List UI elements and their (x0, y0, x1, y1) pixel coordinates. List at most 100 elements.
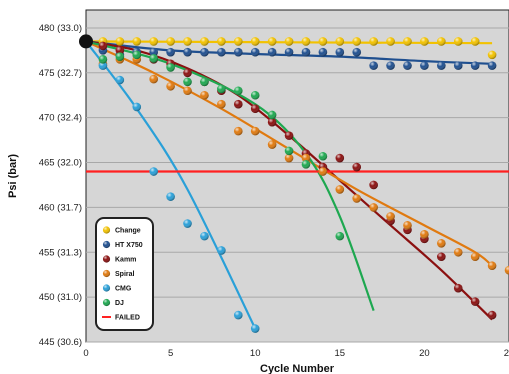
x-tick-label: 25 (504, 348, 509, 359)
data-point-change (233, 37, 243, 46)
data-point-dj (98, 55, 108, 64)
trend-line-dj (85, 40, 375, 311)
legend-label: Spiral (115, 271, 135, 278)
data-point-dj (267, 110, 277, 120)
data-point-kamm (98, 41, 108, 51)
data-point-change (318, 37, 328, 46)
legend-label: CMG (115, 286, 132, 293)
data-point-spiral (200, 90, 209, 100)
data-point-ht-x750 (487, 61, 497, 70)
data-point-dj (132, 50, 142, 60)
data-point-change (470, 37, 480, 46)
grid-lines (86, 27, 509, 343)
data-point-change (487, 50, 497, 60)
data-point-change (403, 37, 412, 46)
data-point-dj (183, 77, 192, 87)
data-point-kamm (115, 46, 125, 55)
data-point-dj (200, 77, 209, 87)
data-point-ht-x750 (200, 47, 209, 57)
data-point-dj (318, 151, 328, 161)
data-point-spiral (403, 221, 412, 230)
y-tick-label: 460 (31.7) (39, 202, 82, 213)
data-point-ht-x750 (453, 61, 463, 70)
legend-label: FAILED (115, 315, 140, 322)
data-point-spiral (183, 86, 192, 96)
data-point-change (149, 37, 158, 46)
data-point-spiral (284, 153, 294, 163)
data-point-dj (115, 52, 125, 61)
data-point-ht-x750 (386, 61, 395, 70)
data-point-ht-x750 (318, 47, 328, 57)
legend-item: Spiral (102, 269, 135, 278)
data-point-change (115, 37, 125, 46)
data-point-change (453, 37, 463, 46)
data-point-ht-x750 (420, 61, 429, 70)
data-point-ht-x750 (166, 47, 175, 57)
data-point-cmg (217, 246, 226, 255)
data-point-change (183, 37, 192, 46)
data-point-cmg (250, 324, 260, 333)
data-point-kamm (470, 297, 480, 306)
data-point-cmg (149, 167, 158, 176)
data-point-dj (217, 84, 226, 94)
data-point-cmg (183, 219, 192, 228)
legend-label: DJ (115, 300, 124, 307)
data-point-kamm (369, 180, 378, 190)
y-axis-label: Psi (bar) (7, 154, 19, 198)
x-tick-label: 0 (83, 348, 88, 359)
data-point-ht-x750 (369, 61, 378, 70)
trend-line-cmg (85, 40, 257, 330)
data-point-dj (166, 63, 175, 72)
legend-item: Change (102, 226, 141, 235)
data-point-spiral (250, 126, 260, 136)
data-point-dj (149, 54, 158, 63)
data-point-kamm (487, 310, 497, 320)
data-point-ht-x750 (437, 61, 446, 70)
data-point-spiral (301, 153, 311, 163)
x-tick-label: 5 (168, 348, 173, 359)
data-point-spiral (369, 203, 378, 212)
legend-item: FAILED (102, 315, 140, 322)
data-point-spiral (233, 126, 243, 136)
data-point-change (217, 37, 226, 46)
data-point-spiral (470, 252, 480, 262)
data-point-spiral (504, 265, 509, 275)
data-points (98, 37, 509, 333)
data-point-ht-x750 (233, 47, 243, 57)
data-point-change (335, 37, 345, 46)
y-tick-label: 465 (32.0) (39, 158, 82, 169)
data-point-ht-x750 (250, 47, 260, 57)
x-tick-label: 10 (250, 348, 261, 359)
data-point-kamm (284, 131, 294, 140)
data-point-spiral (267, 140, 277, 149)
legend-box (95, 217, 154, 331)
data-point-cmg (115, 75, 125, 85)
data-point-ht-x750 (470, 61, 480, 70)
data-point-spiral (335, 185, 345, 194)
x-axis-ticks: 0 5 10 15 20 25 (83, 348, 509, 359)
data-point-dj (250, 90, 260, 100)
x-tick-label: 20 (419, 348, 430, 359)
data-point-ht-x750 (301, 47, 311, 57)
x-axis-label: Cycle Number (260, 363, 335, 374)
data-point-change (369, 37, 378, 46)
data-point-spiral (386, 212, 395, 221)
data-point-change (166, 37, 175, 46)
data-point-ht-x750 (217, 47, 226, 57)
y-tick-label: 470 (32.4) (39, 113, 82, 124)
data-point-change (352, 37, 362, 46)
data-point-cmg (166, 192, 175, 201)
data-point-ht-x750 (403, 61, 412, 70)
trend-line-ht-x750 (85, 40, 493, 65)
data-point-dj (284, 146, 294, 156)
data-point-ht-x750 (352, 47, 362, 57)
y-tick-label: 455 (31.3) (39, 247, 82, 258)
data-point-change (267, 37, 277, 46)
y-tick-label: 450 (31.0) (39, 292, 82, 303)
data-point-spiral (166, 81, 175, 91)
data-point-spiral (487, 261, 497, 271)
data-point-ht-x750 (284, 47, 294, 57)
legend: Change HT X750 Kamm Spiral CMG DJ FAILED (95, 217, 154, 331)
data-point-kamm (267, 117, 277, 127)
